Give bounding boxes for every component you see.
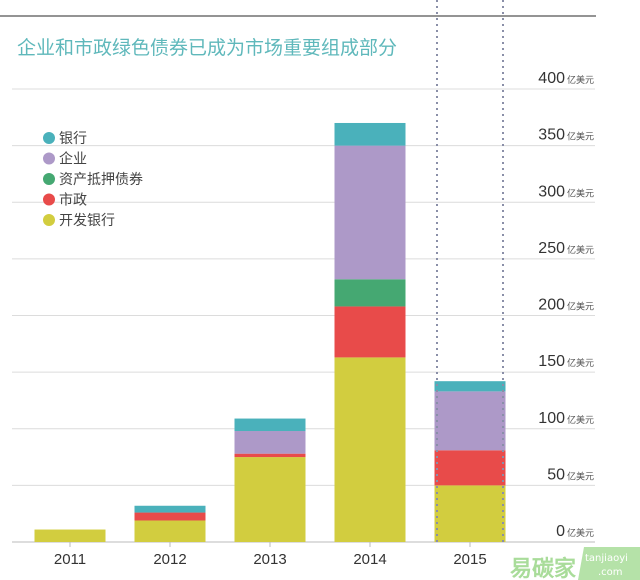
- bar-segment-2015-银行: [434, 381, 506, 392]
- bar-segment-2012-市政: [134, 512, 206, 521]
- y-tick-label: 50: [547, 466, 565, 483]
- y-tick-unit: 亿美元: [567, 131, 594, 143]
- legend-label: 市政: [59, 192, 87, 209]
- y-tick-unit: 亿美元: [567, 187, 594, 199]
- x-tick-label: 2011: [54, 551, 86, 568]
- legend-swatch: [43, 214, 55, 226]
- legend-item: 资产抵押债券: [43, 172, 143, 188]
- bar-segment-2015-市政: [434, 450, 506, 486]
- watermark-logo: 易碳家 tanjiaoyi .com: [510, 547, 640, 580]
- legend-label: 资产抵押债券: [59, 172, 143, 188]
- legend-swatch: [43, 132, 55, 144]
- y-tick-unit: 亿美元: [567, 74, 594, 86]
- y-tick-unit: 亿美元: [567, 414, 594, 426]
- y-tick-unit: 亿美元: [567, 244, 594, 256]
- legend-item: 银行: [43, 131, 87, 147]
- y-tick-unit: 亿美元: [567, 470, 594, 482]
- watermark-text: 易碳家: [510, 556, 577, 580]
- y-tick-label: 200: [538, 297, 565, 314]
- bar-segment-2012-开发银行: [134, 520, 206, 542]
- bar-segment-2012-银行: [134, 505, 206, 513]
- bar-segment-2014-市政: [334, 306, 406, 358]
- y-tick-label: 150: [538, 353, 565, 370]
- bar-segment-2013-开发银行: [234, 457, 306, 542]
- bar-segment-2014-银行: [334, 122, 406, 146]
- x-tick-label: 2013: [253, 551, 286, 568]
- legend-label: 企业: [59, 151, 87, 168]
- bar-segment-2015-开发银行: [434, 485, 506, 542]
- bar-segment-2014-开发银行: [334, 357, 406, 542]
- bar-segment-2013-市政: [234, 453, 306, 458]
- legend-label: 开发银行: [59, 213, 115, 229]
- y-tick-unit: 亿美元: [567, 527, 594, 539]
- legend-swatch: [43, 152, 55, 165]
- y-tick-label: 300: [538, 183, 565, 200]
- bar-segment-2014-企业: [334, 145, 406, 280]
- legend-swatch: [43, 173, 55, 185]
- bar-segment-2013-银行: [234, 418, 306, 432]
- x-tick-label: 2014: [353, 551, 386, 568]
- bar-segment-2015-企业: [434, 391, 506, 451]
- bar-segment-2014-资产抵押债券: [334, 279, 406, 307]
- x-tick-label: 2012: [153, 551, 186, 568]
- y-tick-label: 400: [538, 70, 565, 87]
- legend-swatch: [43, 193, 55, 206]
- y-tick-label: 0: [556, 523, 565, 540]
- y-tick-unit: 亿美元: [567, 357, 594, 369]
- watermark-domain: .com: [598, 567, 623, 578]
- y-tick-unit: 亿美元: [567, 301, 594, 313]
- legend-item: 市政: [43, 192, 87, 209]
- bar-segment-2011-开发银行: [34, 529, 106, 542]
- y-tick-label: 250: [538, 240, 565, 257]
- x-tick-label: 2015: [453, 551, 486, 568]
- chart-title: 企业和市政绿色债券已成为市场重要组成部分: [17, 37, 397, 59]
- legend-item: 企业: [43, 151, 87, 168]
- watermark-badge: [578, 547, 640, 580]
- legend-label: 银行: [59, 131, 87, 147]
- legend-item: 开发银行: [43, 213, 115, 229]
- y-tick-label: 350: [538, 127, 565, 144]
- y-tick-label: 100: [538, 410, 565, 427]
- watermark-site: tanjiaoyi: [585, 553, 628, 564]
- bar-segment-2013-企业: [234, 431, 306, 454]
